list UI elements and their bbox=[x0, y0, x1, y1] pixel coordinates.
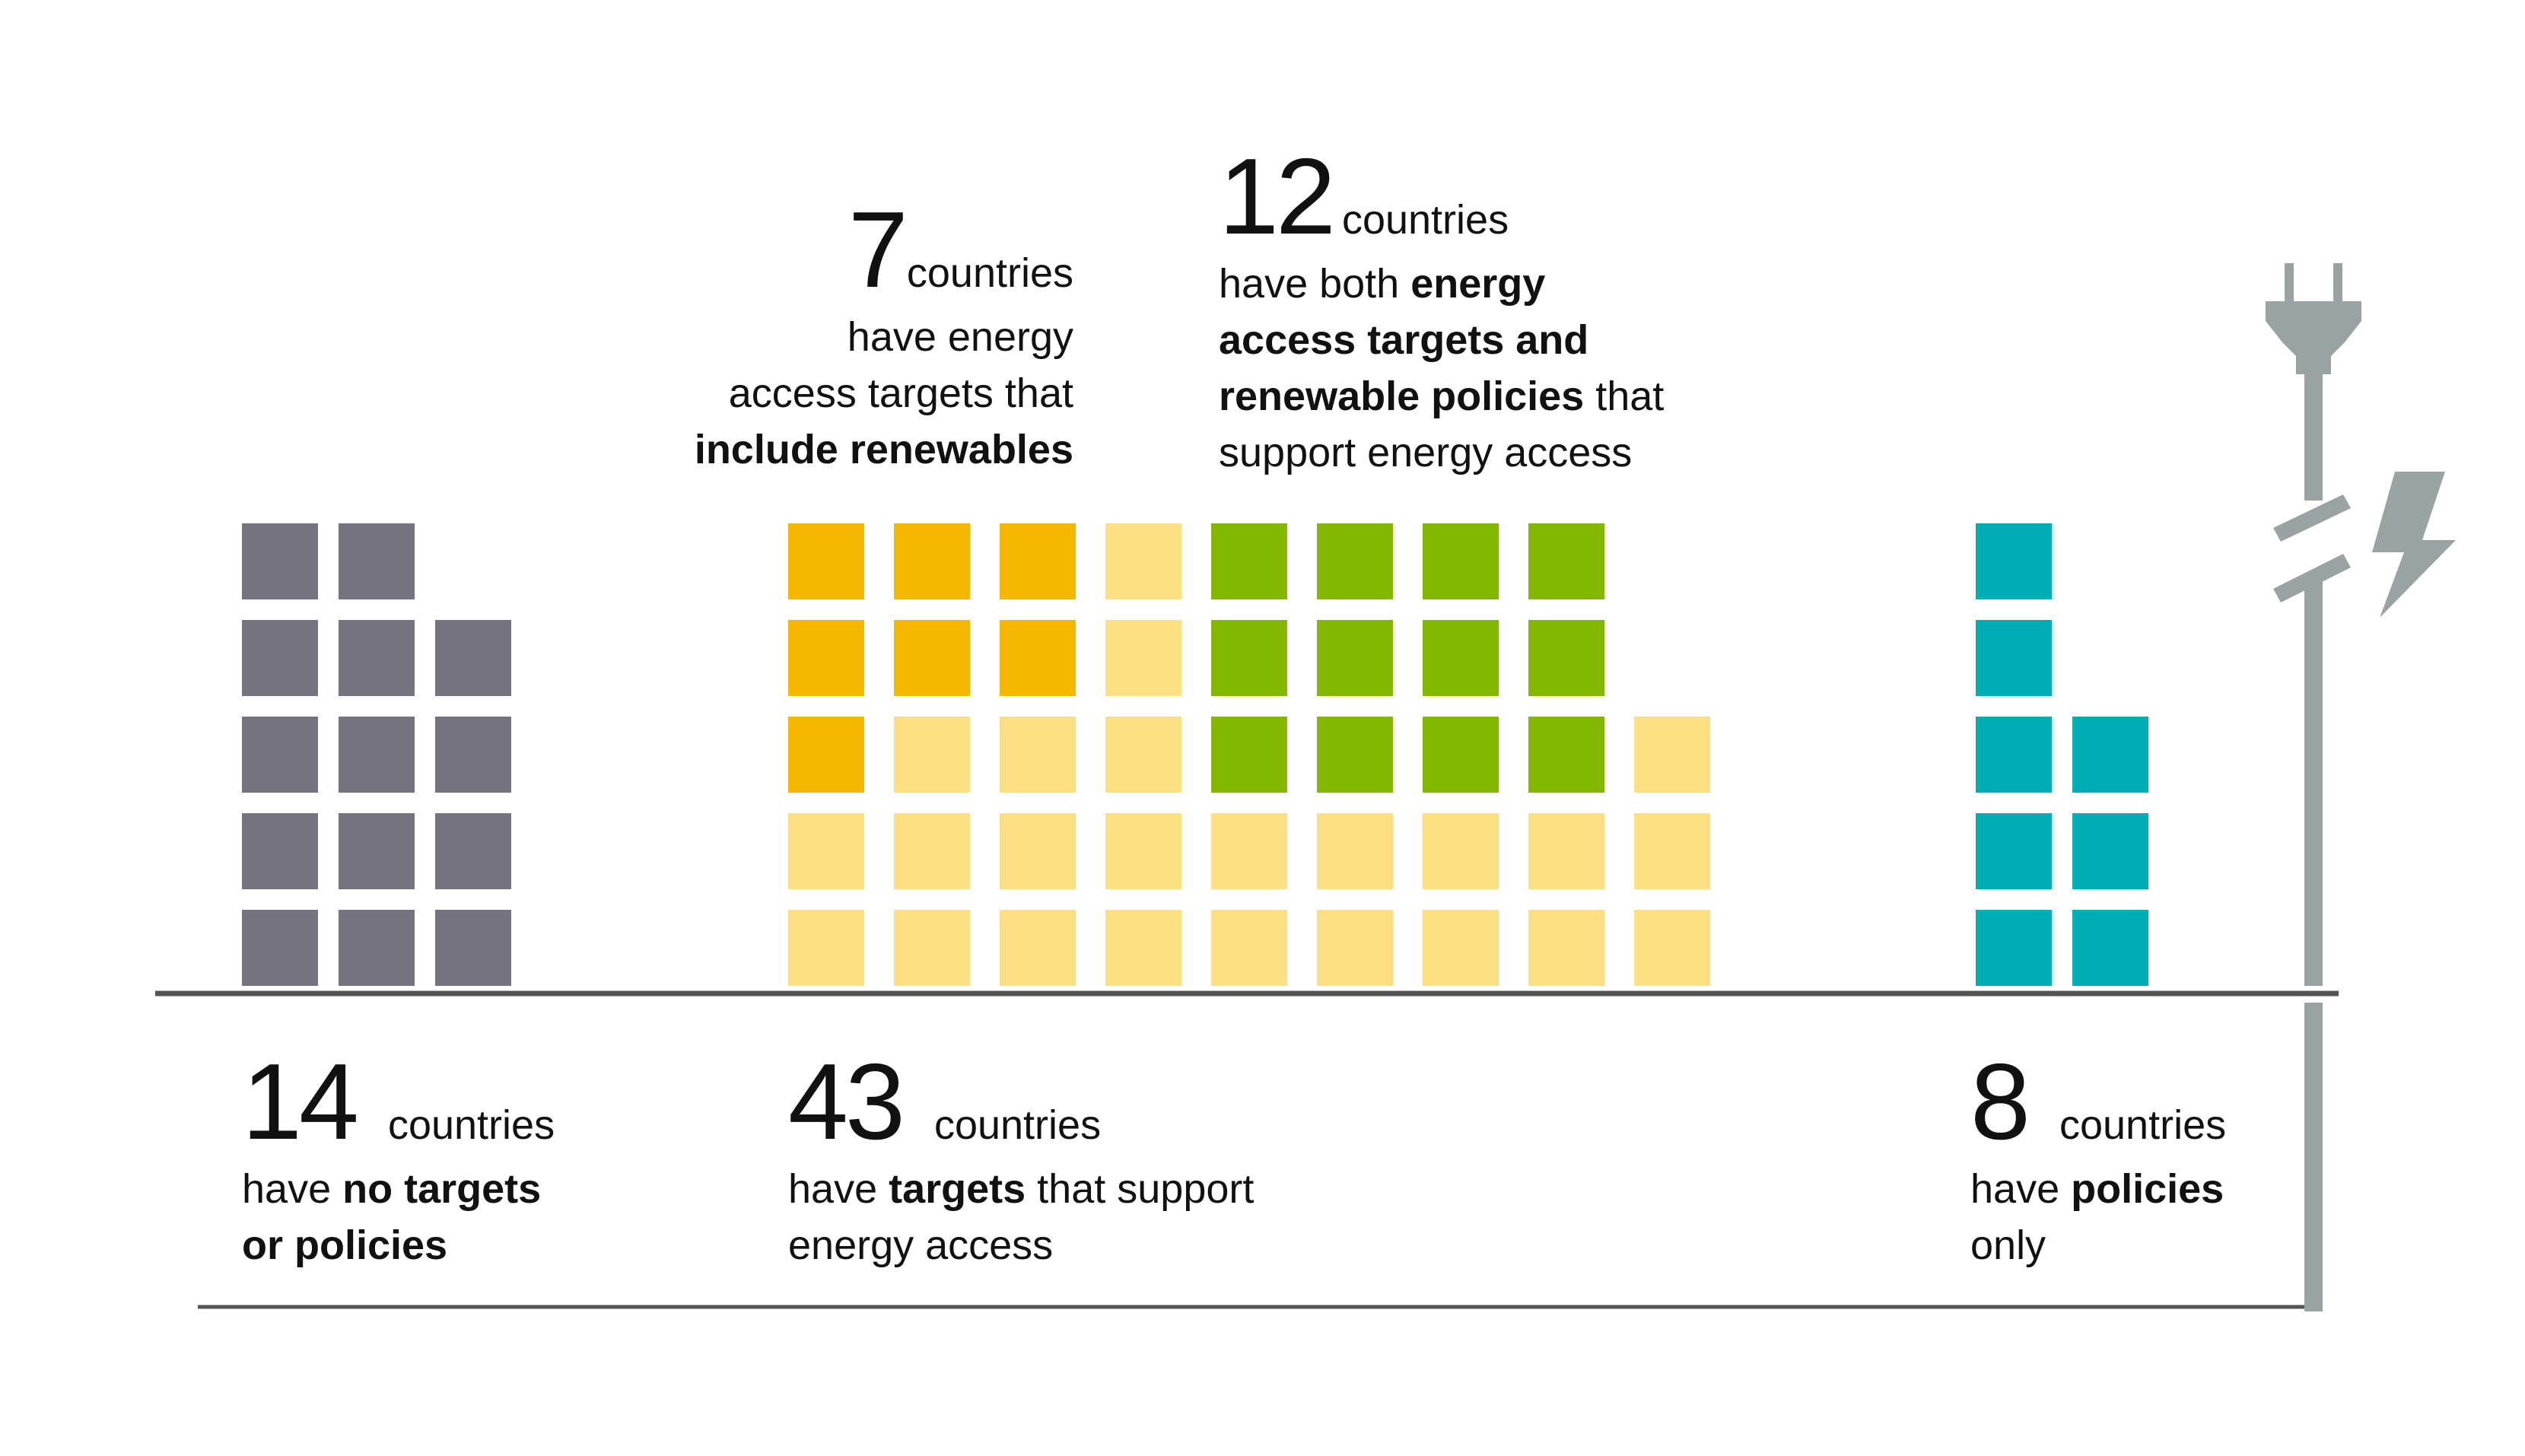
waffle-cell-no-targets-or-policies bbox=[242, 813, 318, 889]
callout-count: 7 bbox=[847, 189, 908, 310]
callout-line: renewable policies that bbox=[1219, 374, 1665, 419]
waffle-group-targets bbox=[788, 523, 1710, 986]
waffle-cell-targets-and-policies bbox=[1211, 717, 1287, 793]
waffle-cell-targets-only bbox=[1211, 813, 1287, 889]
group-unit: countries bbox=[2059, 1102, 2227, 1148]
waffle-cell-targets-and-policies bbox=[1528, 717, 1604, 793]
callout-description: have both energy access targets and renewa… bbox=[1219, 256, 1664, 481]
waffle-cell-targets-only bbox=[1105, 910, 1181, 986]
waffle-cell-targets-include-renewables bbox=[788, 620, 864, 696]
group-description: have targets that support energy access bbox=[788, 1166, 1255, 1268]
waffle-cell-targets-only bbox=[1634, 813, 1710, 889]
group-count: 43 bbox=[788, 1041, 905, 1162]
waffle-cell-policies-only bbox=[1976, 813, 2052, 889]
waffle-cell-no-targets-or-policies bbox=[242, 910, 318, 986]
lightning-bolt-icon bbox=[2372, 472, 2456, 618]
waffle-cell-targets-and-policies bbox=[1423, 523, 1499, 599]
waffle-cell-targets-include-renewables bbox=[894, 620, 970, 696]
waffle-cell-targets-and-policies bbox=[1211, 620, 1287, 696]
waffle-cell-no-targets-or-policies bbox=[435, 813, 511, 889]
group-description: have policies only bbox=[1970, 1166, 2224, 1268]
waffle-cell-targets-only bbox=[788, 910, 864, 986]
waffle-cell-policies-only bbox=[1976, 620, 2052, 696]
waffle-cell-no-targets-or-policies bbox=[242, 717, 318, 793]
waffle-cell-targets-include-renewables bbox=[788, 717, 864, 793]
waffle-cell-targets-and-policies bbox=[1317, 523, 1393, 599]
waffle-cell-targets-only bbox=[1105, 717, 1181, 793]
waffle-cell-no-targets-or-policies bbox=[339, 813, 415, 889]
waffle-cell-targets-only bbox=[1528, 813, 1604, 889]
waffle-cell-no-targets-or-policies bbox=[435, 717, 511, 793]
group-label-targets: 43 countries have targets that support e… bbox=[788, 1048, 1254, 1273]
group-label-policies-only: 8 countries have policies only bbox=[1970, 1048, 2226, 1273]
callout-unit: countries bbox=[1341, 197, 1509, 243]
waffle-cell-policies-only bbox=[2072, 813, 2148, 889]
waffle-cell-targets-and-policies bbox=[1423, 717, 1499, 793]
waffle-cell-no-targets-or-policies bbox=[339, 717, 415, 793]
waffle-cell-targets-only bbox=[1105, 620, 1181, 696]
callout-line: have both energy bbox=[1219, 261, 1546, 307]
callout-line: support energy access bbox=[1219, 430, 1633, 475]
waffle-cell-targets-only bbox=[1317, 910, 1393, 986]
waffle-cell-targets-and-policies bbox=[1528, 523, 1604, 599]
waffle-cell-policies-only bbox=[1976, 717, 2052, 793]
waffle-cell-no-targets-or-policies bbox=[242, 523, 318, 599]
waffle-cell-targets-only bbox=[788, 813, 864, 889]
callout-line: access targets and bbox=[1219, 317, 1589, 363]
waffle-cell-no-targets-or-policies bbox=[435, 910, 511, 986]
waffle-cell-targets-only bbox=[1423, 910, 1499, 986]
waffle-cell-targets-include-renewables bbox=[1000, 620, 1076, 696]
waffle-cell-targets-only bbox=[1211, 910, 1287, 986]
waffle-cell-targets-and-policies bbox=[1211, 523, 1287, 599]
waffle-cell-targets-include-renewables bbox=[894, 523, 970, 599]
callout-line: include renewables bbox=[694, 427, 1073, 472]
waffle-cell-targets-only bbox=[1634, 910, 1710, 986]
callout-description: have energy access targets that include re… bbox=[695, 309, 1073, 478]
waffle-cell-targets-only bbox=[1105, 813, 1181, 889]
waffle-cell-targets-and-policies bbox=[1317, 717, 1393, 793]
waffle-cell-no-targets-or-policies bbox=[242, 620, 318, 696]
waffle-cell-targets-only bbox=[1528, 910, 1604, 986]
waffle-group-no-targets bbox=[242, 523, 511, 986]
waffle-cell-targets-only bbox=[1317, 813, 1393, 889]
waffle-cell-targets-only bbox=[894, 813, 970, 889]
group-label-no-targets: 14 countries have no targets or policies bbox=[242, 1048, 555, 1273]
waffle-cell-targets-only bbox=[1000, 813, 1076, 889]
waffle-cell-no-targets-or-policies bbox=[435, 620, 511, 696]
group-unit: countries bbox=[387, 1102, 555, 1148]
waffle-cell-no-targets-or-policies bbox=[339, 910, 415, 986]
callout-unit: countries bbox=[906, 250, 1073, 296]
group-count: 8 bbox=[1970, 1041, 2030, 1162]
callout-line: have energy bbox=[847, 314, 1073, 360]
group-description: have no targets or policies bbox=[242, 1166, 542, 1268]
waffle-cell-targets-include-renewables bbox=[1000, 523, 1076, 599]
waffle-cell-targets-only bbox=[1000, 717, 1076, 793]
callout-targets-and-policies: 12 countries have both energy access targ… bbox=[1219, 143, 1664, 481]
callout-count: 12 bbox=[1219, 136, 1336, 257]
waffle-cell-targets-only bbox=[894, 910, 970, 986]
group-count: 14 bbox=[242, 1041, 359, 1162]
waffle-cell-targets-only bbox=[1634, 717, 1710, 793]
waffle-cell-policies-only bbox=[1976, 910, 2052, 986]
callout-include-renewables: 7 countries have energy access targets th… bbox=[695, 196, 1073, 478]
waffle-cell-policies-only bbox=[2072, 910, 2148, 986]
waffle-cell-targets-and-policies bbox=[1317, 620, 1393, 696]
waffle-cell-policies-only bbox=[1976, 523, 2052, 599]
group-unit: countries bbox=[933, 1102, 1102, 1148]
waffle-cell-no-targets-or-policies bbox=[339, 620, 415, 696]
waffle-cell-targets-only bbox=[894, 717, 970, 793]
waffle-cell-targets-include-renewables bbox=[788, 523, 864, 599]
waffle-cell-targets-only bbox=[1105, 523, 1181, 599]
plug-icon bbox=[2266, 263, 2361, 1311]
waffle-cell-targets-and-policies bbox=[1528, 620, 1604, 696]
waffle-cell-targets-only bbox=[1423, 813, 1499, 889]
waffle-cell-policies-only bbox=[2072, 717, 2148, 793]
waffle-cell-targets-only bbox=[1000, 910, 1076, 986]
waffle-group-policies-only bbox=[1976, 523, 2148, 986]
callout-line: access targets that bbox=[728, 370, 1073, 416]
waffle-cell-no-targets-or-policies bbox=[339, 523, 415, 599]
waffle-cell-targets-and-policies bbox=[1423, 620, 1499, 696]
